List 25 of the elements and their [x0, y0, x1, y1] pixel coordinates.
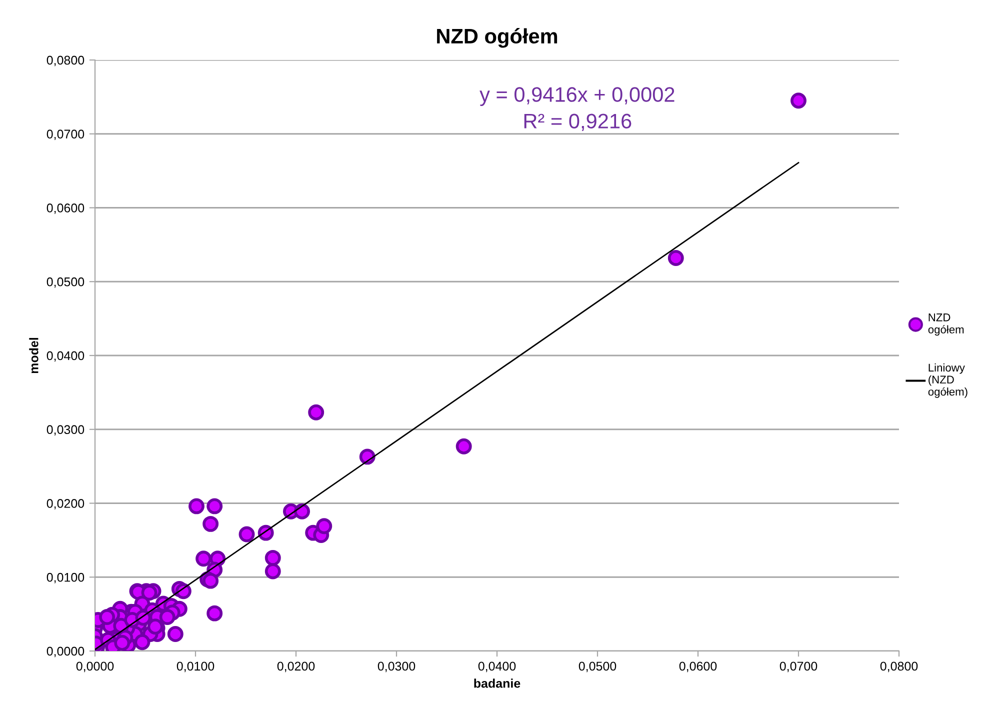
legend-label: NZD ogółem — [928, 314, 964, 336]
x-tick-label: 0,0000 — [76, 662, 114, 672]
x-tick-label: 0,0800 — [880, 662, 918, 672]
y-tick-label: 0,0000 — [46, 646, 84, 658]
y-axis-title: model — [29, 338, 38, 374]
x-tick-label: 0,0100 — [176, 662, 214, 672]
annotation: R² = 0,9216 — [524, 114, 632, 131]
y-tick-label: 0,0800 — [46, 56, 84, 66]
x-tick-label: 0,0300 — [378, 662, 416, 672]
y-tick-label: 0,0200 — [46, 499, 84, 510]
x-tick-label: 0,0700 — [780, 662, 818, 672]
x-axis-title: badanie — [474, 678, 520, 688]
x-tick-label: 0,0600 — [679, 662, 717, 672]
y-tick-label: 0,0700 — [46, 130, 84, 140]
y-tick-label: 0,0300 — [46, 425, 84, 436]
y-tick-label: 0,0100 — [46, 572, 84, 584]
annotation: y = 0,9416x + 0,0002 — [480, 87, 674, 106]
x-tick-label: 0,0400 — [478, 662, 516, 672]
legend-label: Liniowy (NZD ogółem) — [928, 363, 968, 398]
y-tick-label: 0,0400 — [46, 351, 84, 362]
x-tick-label: 0,0500 — [578, 662, 616, 672]
y-tick-label: 0,0500 — [46, 277, 84, 288]
x-tick-label: 0,0200 — [277, 662, 315, 672]
y-tick-label: 0,0600 — [46, 204, 84, 214]
chart-title: NZD ogółem — [437, 28, 558, 48]
